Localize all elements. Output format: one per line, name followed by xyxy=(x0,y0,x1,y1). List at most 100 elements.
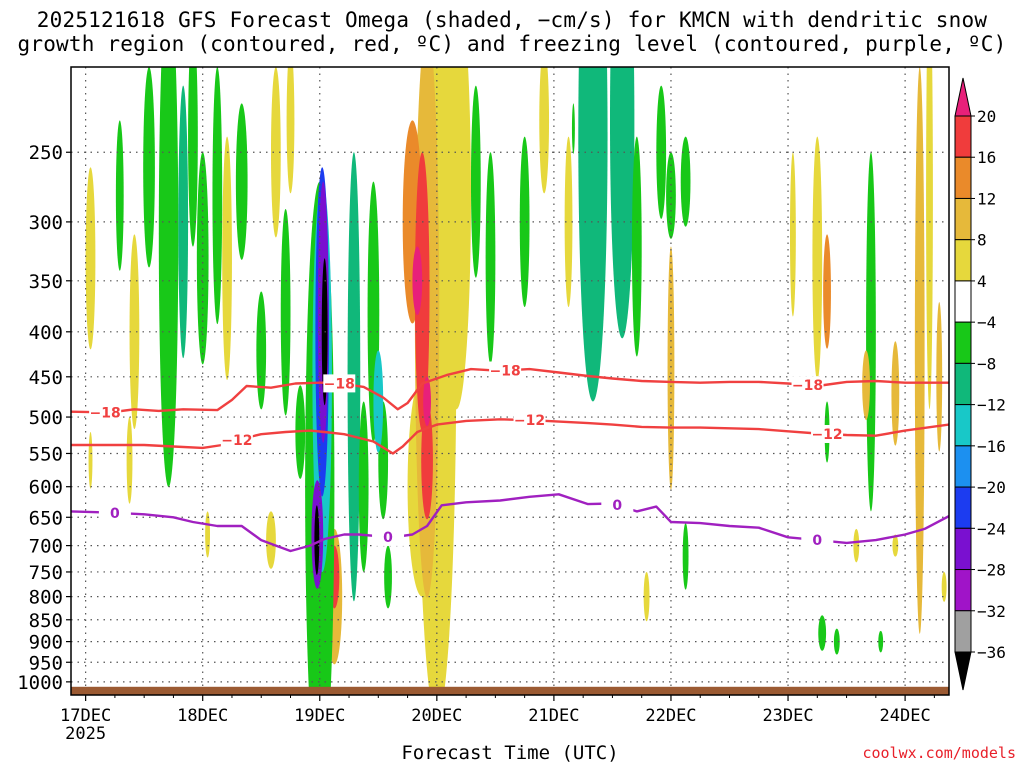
freezing-level-label-bg xyxy=(601,496,634,515)
omega-streak xyxy=(485,152,496,365)
dgz-minus18-label-bg xyxy=(89,403,122,422)
omega-streak xyxy=(571,103,575,154)
y-tick-label: 250 xyxy=(29,142,63,164)
omega-streak xyxy=(878,630,884,653)
omega-streak xyxy=(818,615,827,651)
dgz-minus18-label: −18 xyxy=(90,405,121,421)
x-tick-sublabel: 2025 xyxy=(65,724,106,744)
omega-streak xyxy=(129,234,140,430)
omega-streak xyxy=(656,85,667,219)
freezing-level-label-bg xyxy=(372,527,405,546)
omega-streak xyxy=(862,350,870,420)
colorbar-segment xyxy=(954,610,972,653)
omega-streak xyxy=(914,67,925,634)
x-tick-label: 17DEC xyxy=(60,706,111,726)
y-tick-label: 300 xyxy=(29,212,63,234)
colorbar-label: 16 xyxy=(977,148,996,167)
freezing-level-label: 0 xyxy=(110,506,120,522)
colorbar-segment xyxy=(954,115,972,158)
dgz-minus18-label: −18 xyxy=(324,376,355,392)
plot-frame xyxy=(70,66,950,696)
dgz-minus12-label-bg xyxy=(811,424,844,443)
omega-streak xyxy=(564,136,573,308)
dgz-minus18-label: −18 xyxy=(792,378,823,394)
omega-streak xyxy=(85,167,96,350)
x-tick-label: 18DEC xyxy=(177,706,228,726)
y-tick-label: 800 xyxy=(29,587,63,609)
omega-streak xyxy=(470,85,481,278)
omega-descent-core xyxy=(421,401,433,520)
omega-streak xyxy=(178,85,189,359)
colorbar-label: −4 xyxy=(977,313,996,332)
dgz-minus12-label-bg xyxy=(220,431,253,450)
chart-title-line-2: growth region (contoured, red, ºC) and f… xyxy=(17,32,1007,56)
omega-streak xyxy=(196,152,209,365)
y-tick-label: 950 xyxy=(29,652,63,674)
colorbar-label: −20 xyxy=(977,478,1006,497)
omega-streak xyxy=(222,136,232,380)
omega-streak xyxy=(892,534,899,557)
y-tick-label: 550 xyxy=(29,443,63,465)
dgz-minus12-label: −12 xyxy=(221,433,252,449)
x-axis-label: Forecast Time (UTC) xyxy=(401,742,619,764)
dgz-minus12-label: −12 xyxy=(811,427,842,443)
omega-streak xyxy=(88,432,93,489)
omega-streak xyxy=(853,528,860,563)
colorbar-label: 20 xyxy=(977,107,996,126)
y-tick-label: 900 xyxy=(29,632,63,654)
omega-streak xyxy=(384,545,392,609)
colorbar-label: −16 xyxy=(977,437,1006,456)
y-tick-label: 850 xyxy=(29,610,63,632)
omega-streak xyxy=(823,234,831,349)
y-tick-label: 350 xyxy=(29,271,63,293)
omega-streak xyxy=(266,511,276,569)
dgz-minus12-label: −12 xyxy=(514,413,545,429)
y-tick-label: 1000 xyxy=(17,672,63,694)
omega-streak xyxy=(256,291,267,410)
x-tick-label: 23DEC xyxy=(762,706,813,726)
colorbar-label: −8 xyxy=(977,354,996,373)
x-tick-label: 19DEC xyxy=(294,706,345,726)
colorbar-segment xyxy=(954,197,972,241)
omega-streak xyxy=(891,341,900,446)
colorbar-segment xyxy=(954,404,972,447)
y-tick-label: 500 xyxy=(29,407,63,429)
omega-streak xyxy=(519,136,530,308)
freezing-level-contour xyxy=(71,493,949,553)
freezing-level-label: 0 xyxy=(812,533,822,549)
colorbar-label: 12 xyxy=(977,189,996,208)
omega-streak xyxy=(631,136,642,357)
freezing-level-label: 0 xyxy=(383,530,393,546)
omega-streak xyxy=(789,152,796,317)
y-tick-label: 450 xyxy=(29,367,63,389)
colorbar-segment xyxy=(954,239,972,282)
dgz-minus18-label-bg xyxy=(323,374,356,393)
omega-descent-band xyxy=(441,67,471,410)
omega-streak xyxy=(539,67,550,194)
omega-streak xyxy=(833,628,840,655)
colorbar-label: 8 xyxy=(977,231,987,250)
omega-descent-core xyxy=(414,152,430,431)
omega-streak xyxy=(609,67,635,339)
freezing-level-label-bg xyxy=(801,531,834,550)
colorbar-segment xyxy=(954,486,972,529)
colorbar-label: −24 xyxy=(977,519,1006,538)
y-tick-label: 700 xyxy=(29,536,63,558)
omega-streak xyxy=(682,523,689,590)
colorbar-segment xyxy=(954,321,972,364)
x-tick-label: 24DEC xyxy=(880,706,931,726)
dgz-minus18-label-bg xyxy=(489,361,522,380)
colorbar-segment xyxy=(954,362,972,406)
omega-streak xyxy=(643,571,650,622)
omega-descent-core xyxy=(412,246,423,316)
x-tick-label: 21DEC xyxy=(528,706,579,726)
colorbar-bottom-arrow xyxy=(954,651,972,691)
omega-streak xyxy=(941,571,947,602)
omega-streak xyxy=(926,67,933,410)
omega-streak xyxy=(667,246,675,490)
omega-streak xyxy=(680,136,691,227)
dgz-minus12-label-bg xyxy=(513,411,546,430)
y-tick-label: 400 xyxy=(29,322,63,344)
colorbar-label: −32 xyxy=(977,602,1006,621)
